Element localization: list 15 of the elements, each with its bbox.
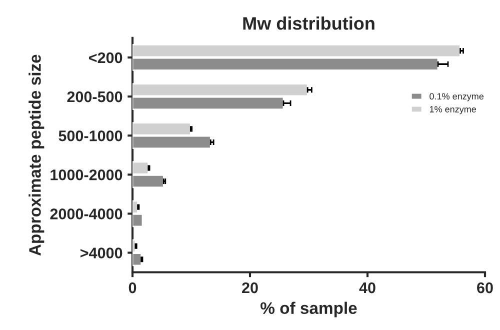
- y-tick-label: 500-1000: [58, 130, 122, 142]
- y-tick-label: <200: [89, 52, 122, 64]
- y-tick-label: 1000-2000: [50, 169, 122, 180]
- y-axis-title: Approximate peptide size: [28, 54, 44, 256]
- y-tick-label: >4000: [80, 248, 122, 258]
- x-axis-title: % of sample: [260, 302, 357, 318]
- x-tick-label: 40: [359, 282, 376, 294]
- chart-title: Mw distribution: [243, 16, 374, 30]
- y-tick-label: 2000-4000: [50, 208, 122, 220]
- legend-label: 0.1% enzyme: [430, 93, 484, 102]
- legend-label: 1% enzyme: [430, 106, 476, 114]
- x-tick-label: 0: [128, 282, 136, 294]
- y-tick-label: 200-500: [67, 91, 122, 102]
- x-tick-label: 20: [242, 282, 258, 294]
- x-tick-label: 60: [477, 282, 493, 294]
